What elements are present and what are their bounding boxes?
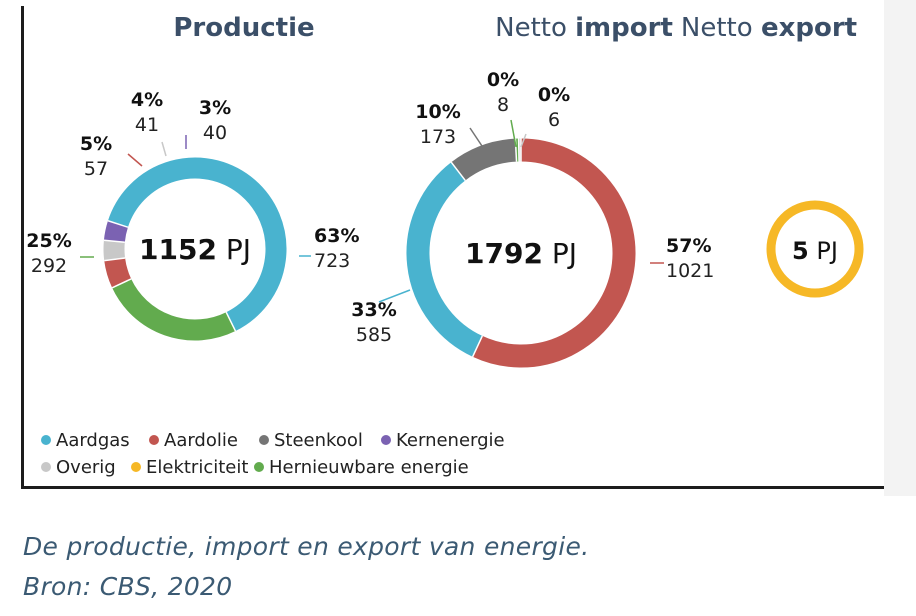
chart-title-prefix: Netto — [681, 13, 761, 43]
legend-label: Elektriciteit — [146, 457, 248, 478]
data-label-value: 6 — [548, 109, 560, 131]
total-unit: PJ — [809, 237, 838, 265]
legend-marker — [41, 435, 51, 445]
legend-marker — [381, 435, 391, 445]
donut-center-total: 5 PJ — [792, 237, 838, 265]
data-label-percent: 0% — [538, 84, 570, 106]
legend-label: Aardgas — [56, 430, 130, 451]
slice-separator — [111, 278, 132, 289]
donut-slice-aardgas — [406, 162, 483, 357]
data-label-percent: 63% — [314, 225, 359, 247]
leader-line — [127, 153, 143, 167]
legend-label: Kernenergie — [396, 430, 505, 451]
donut-charts: Productie 1152 PJ 63% 723 25% 292 5% 57 4% 41 3% 40… — [26, 13, 864, 478]
chart-title-2: Netto import — [495, 13, 673, 43]
slice-separator — [103, 239, 125, 243]
data-label-percent: 0% — [487, 69, 519, 91]
data-label-value: 292 — [31, 255, 67, 277]
chart-title-bold: Productie — [173, 13, 314, 43]
donut-center-total: 1792 PJ — [465, 237, 577, 270]
slice-separator — [104, 257, 126, 262]
slice-separator — [225, 311, 237, 332]
data-label-value: 585 — [356, 324, 392, 346]
donut-slice-overig — [103, 240, 126, 261]
legend-label: Aardolie — [164, 430, 238, 451]
data-label-value: 41 — [135, 114, 159, 136]
data-label-percent: 33% — [351, 299, 396, 321]
legend-label: Steenkool — [274, 430, 363, 451]
data-label-percent: 4% — [131, 89, 163, 111]
chart-title-bold: export — [761, 13, 857, 43]
chart-title-bold: import — [575, 13, 673, 43]
data-label-value: 173 — [420, 126, 456, 148]
chart-title-prefix: Netto — [495, 13, 575, 43]
legend-label: Hernieuwbare energie — [269, 457, 469, 478]
chart-title-1: Productie — [173, 13, 314, 43]
total-unit: PJ — [217, 233, 251, 266]
donut-slice-kernenergie — [103, 220, 129, 243]
data-label-value: 8 — [497, 94, 509, 116]
legend-marker — [41, 462, 51, 472]
legend-marker — [149, 435, 159, 445]
chart-figure: Productie 1152 PJ 63% 723 25% 292 5% 57 4% 41 3% 40… — [21, 6, 887, 489]
caption-line-1: De productie, import en export van energ… — [23, 532, 590, 561]
data-label-value: 1021 — [666, 260, 714, 282]
slice-separator — [471, 335, 484, 358]
legend-marker — [131, 462, 141, 472]
donut-slice-steenkool — [451, 138, 517, 181]
data-label-value: 40 — [203, 122, 227, 144]
donut-slice-hernieuwbare-energie — [112, 278, 236, 341]
data-label-value: 723 — [314, 250, 350, 272]
total-value: 1792 — [465, 237, 543, 270]
total-value: 1152 — [139, 233, 217, 266]
leader-line — [510, 119, 517, 148]
leader-line — [378, 289, 411, 303]
data-label-percent: 3% — [199, 97, 231, 119]
data-label-value: 57 — [84, 158, 108, 180]
slice-separator — [107, 220, 129, 228]
legend-label: Overig — [56, 457, 116, 478]
data-label-percent: 25% — [26, 230, 71, 252]
leader-line — [469, 127, 483, 147]
data-label-percent: 5% — [80, 133, 112, 155]
page-margin-strip — [884, 0, 916, 496]
slice-separator — [450, 161, 466, 181]
total-value: 5 — [792, 237, 809, 265]
caption-line-2: Bron: CBS, 2020 — [23, 572, 233, 601]
legend-marker — [259, 435, 269, 445]
leader-line — [161, 141, 167, 157]
donut-slice-aardolie — [104, 257, 132, 288]
total-unit: PJ — [543, 237, 577, 270]
data-label-percent: 10% — [415, 101, 460, 123]
donut-slice-elektriciteit — [766, 200, 864, 298]
donut-center-total: 1152 PJ — [139, 233, 251, 266]
chart-title-3: Netto export — [681, 13, 857, 43]
donut-slice-aardolie — [472, 138, 636, 368]
donut-slice-aardgas — [107, 157, 287, 332]
leader-line — [520, 133, 527, 148]
data-label-percent: 57% — [666, 235, 711, 257]
legend-marker — [254, 462, 264, 472]
